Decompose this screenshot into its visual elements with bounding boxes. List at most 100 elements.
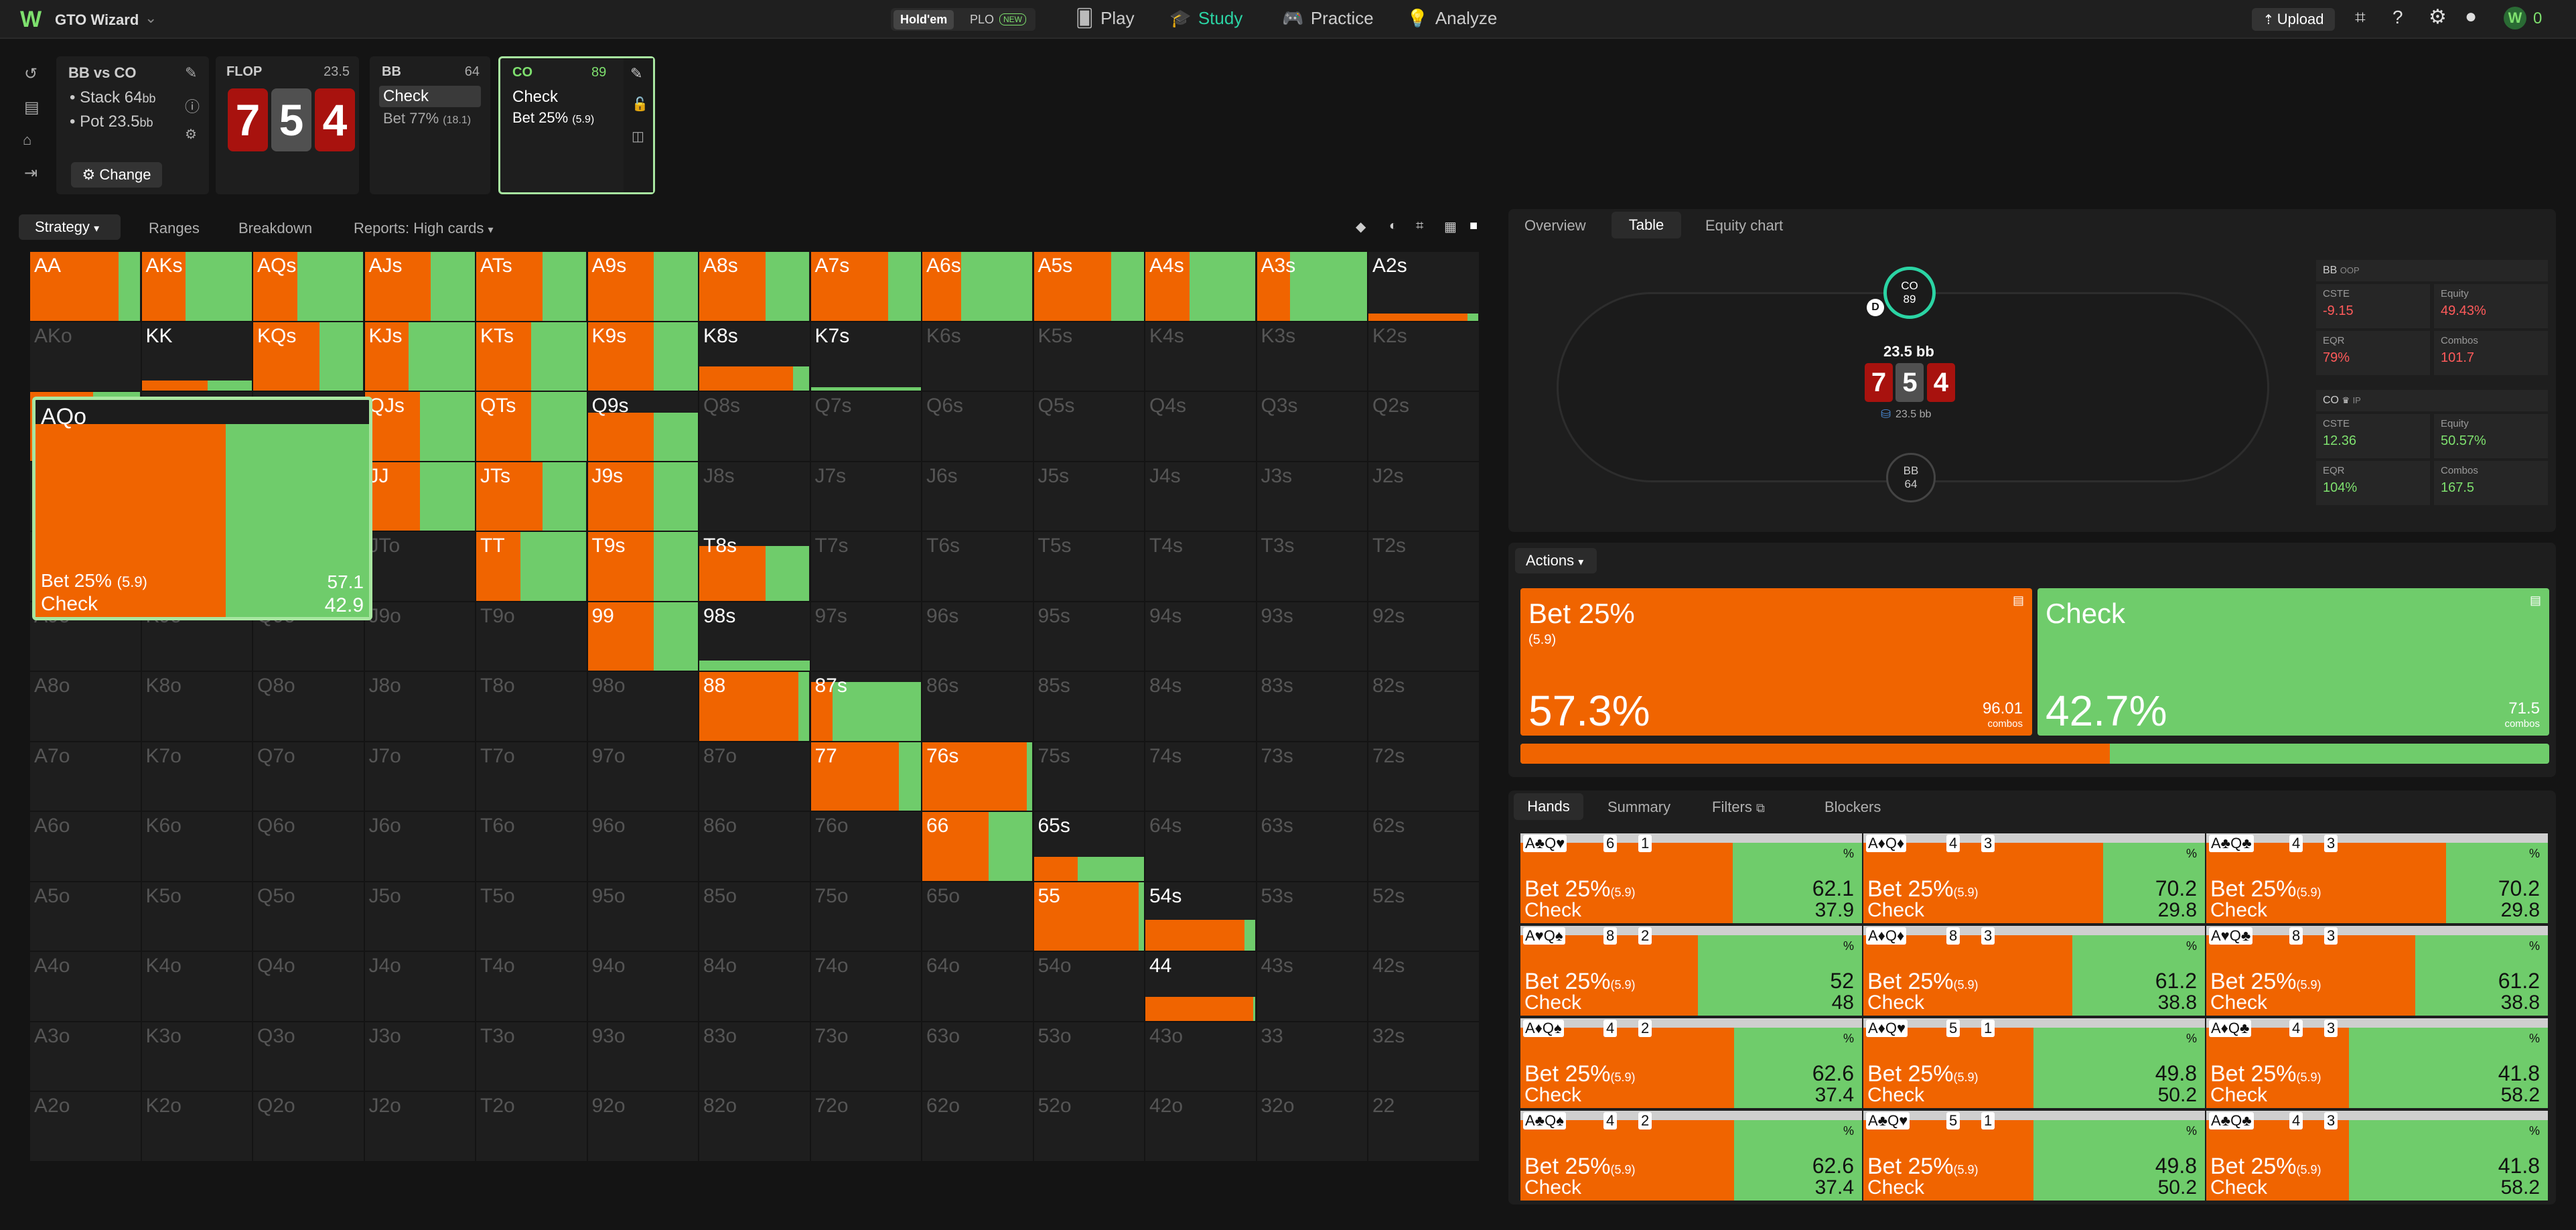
hand-cell[interactable]: J9s (587, 462, 699, 532)
hand-cell[interactable]: 73o (810, 1022, 922, 1092)
tab-blockers[interactable]: Blockers (1824, 799, 1881, 815)
hand-cell[interactable]: 63o (922, 1022, 1034, 1092)
tab-reports[interactable]: Reports: High cards ▾ (354, 220, 494, 237)
game-mode-toggle[interactable]: Hold'em PLO NEW (891, 8, 1035, 31)
hand-combo-cell[interactable]: A♥Q♣ 8 3% Bet 25%(5.9) Check 61.2 38.8 (2206, 926, 2548, 1016)
hand-cell[interactable]: 88 (699, 672, 811, 742)
hand-cell[interactable]: J8o (364, 672, 476, 742)
hand-cell[interactable]: QTs (476, 392, 588, 462)
hand-combo-cell[interactable]: A♦Q♥ 5 1% Bet 25%(5.9) Check 49.8 50.2 (1863, 1018, 2205, 1108)
hand-combo-cell[interactable]: A♦Q♠ 4 2% Bet 25%(5.9) Check 62.6 37.4 (1520, 1018, 1862, 1108)
hand-cell[interactable]: K8o (141, 672, 253, 742)
hand-cell[interactable]: 76s (922, 742, 1034, 812)
align-icon[interactable]: ⇥ (24, 164, 38, 182)
hand-cell[interactable]: A3o (30, 1022, 142, 1092)
hand-cell[interactable]: 97o (587, 742, 699, 812)
hand-cell[interactable]: J3s (1257, 462, 1368, 532)
hand-cell[interactable]: 42s (1368, 952, 1480, 1022)
screenshot-icon[interactable]: ⌗ (2355, 7, 2366, 27)
hand-cell[interactable]: 52o (1033, 1092, 1145, 1162)
hand-cell[interactable]: T5o (476, 882, 588, 952)
split-icon[interactable]: ◫ (632, 129, 644, 144)
hand-cell[interactable]: T7o (476, 742, 588, 812)
hand-cell[interactable]: 73s (1257, 742, 1368, 812)
hand-cell[interactable]: J7s (810, 462, 922, 532)
hand-cell[interactable]: 98o (587, 672, 699, 742)
hand-cell[interactable]: 83s (1257, 672, 1368, 742)
hand-cell[interactable]: Q9s (587, 392, 699, 462)
hand-combo-cell[interactable]: A♣Q♣ 4 3% Bet 25%(5.9) Check 70.2 29.8 (2206, 833, 2548, 923)
mode-plo[interactable]: PLO (970, 13, 995, 26)
hand-cell[interactable]: K4s (1145, 322, 1257, 392)
hand-cell[interactable]: K7s (810, 322, 922, 392)
hand-cell[interactable]: Q7s (810, 392, 922, 462)
tab-table[interactable]: Table (1612, 212, 1681, 238)
hand-cell[interactable]: JTo (364, 532, 476, 602)
hand-combo-cell[interactable]: A♥Q♠ 8 2% Bet 25%(5.9) Check 52 48 (1520, 926, 1862, 1016)
co-check-option[interactable]: Check (512, 88, 559, 106)
view-square-icon[interactable]: ■ (1470, 218, 1478, 233)
hand-cell[interactable]: Q8o (253, 672, 365, 742)
hand-cell[interactable]: J5o (364, 882, 476, 952)
hand-cell[interactable]: 65s (1033, 812, 1145, 882)
hand-cell[interactable]: 72s (1368, 742, 1480, 812)
hand-cell[interactable]: T3s (1257, 532, 1368, 602)
hand-combo-cell[interactable]: A♣Q♠ 4 2% Bet 25%(5.9) Check 62.6 37.4 (1520, 1111, 1862, 1201)
hand-cell[interactable]: 87o (699, 742, 811, 812)
hand-cell[interactable]: K6o (141, 812, 253, 882)
hand-cell[interactable]: 96o (587, 812, 699, 882)
hand-cell[interactable]: ATs (476, 252, 588, 322)
tab-breakdown[interactable]: Breakdown (238, 220, 313, 236)
hand-cell[interactable]: 54s (1145, 882, 1257, 952)
hand-cell[interactable]: 95s (1033, 602, 1145, 672)
hand-cell[interactable]: 63s (1257, 812, 1368, 882)
nav-play[interactable]: 🂠 Play (1076, 8, 1135, 31)
hand-cell[interactable]: 33 (1257, 1022, 1368, 1092)
hand-cell[interactable]: A3s (1257, 252, 1368, 322)
hand-cell[interactable]: A2s (1368, 252, 1480, 322)
hand-cell[interactable]: 86s (922, 672, 1034, 742)
hand-cell[interactable]: T7s (810, 532, 922, 602)
hand-cell[interactable]: A2o (30, 1092, 142, 1162)
hand-cell[interactable]: AKo (30, 322, 142, 392)
hand-cell[interactable]: T8o (476, 672, 588, 742)
nav-analyze[interactable]: 💡 Analyze (1407, 8, 1497, 31)
undo-icon[interactable]: ↺ (24, 65, 38, 83)
hand-cell[interactable]: K5s (1033, 322, 1145, 392)
hand-cell[interactable]: 99 (587, 602, 699, 672)
hand-cell[interactable]: Q6o (253, 812, 365, 882)
hand-cell[interactable]: K4o (141, 952, 253, 1022)
hand-cell[interactable]: Q2o (253, 1092, 365, 1162)
hand-cell[interactable]: A6s (922, 252, 1034, 322)
hand-cell[interactable]: 74o (810, 952, 922, 1022)
co-bet-option[interactable]: Bet 25% (5.9) (512, 109, 594, 127)
hand-cell[interactable]: T3o (476, 1022, 588, 1092)
help-icon[interactable]: ? (2392, 7, 2403, 27)
hand-cell[interactable]: J9o (364, 602, 476, 672)
user-icon[interactable]: ● (2465, 5, 2478, 27)
hand-cell[interactable]: 96s (922, 602, 1034, 672)
hand-cell[interactable]: K2s (1368, 322, 1480, 392)
hand-cell[interactable]: K2o (141, 1092, 253, 1162)
hand-cell[interactable]: 92s (1368, 602, 1480, 672)
hand-cell[interactable]: AKs (141, 252, 253, 322)
hand-combo-cell[interactable]: A♣Q♣ 4 3% Bet 25%(5.9) Check 41.8 58.2 (2206, 1111, 2548, 1201)
hand-cell[interactable]: 84o (699, 952, 811, 1022)
bb-bet-option[interactable]: Bet 77% (18.1) (383, 110, 471, 127)
hand-combo-cell[interactable]: A♦Q♦ 4 3% Bet 25%(5.9) Check 70.2 29.8 (1863, 833, 2205, 923)
list-icon[interactable]: ▤ (2012, 594, 2024, 607)
bb-action-box[interactable]: BB 64 Check Bet 77% (18.1) (370, 56, 490, 194)
hand-cell[interactable]: 86o (699, 812, 811, 882)
hand-cell[interactable]: Q4o (253, 952, 365, 1022)
nav-study[interactable]: 🎓 Study (1169, 8, 1242, 31)
hand-cell[interactable]: K8s (699, 322, 811, 392)
hand-cell[interactable]: 22 (1368, 1092, 1480, 1162)
mode-holdem[interactable]: Hold'em (893, 10, 954, 29)
hand-cell[interactable]: J8s (699, 462, 811, 532)
upload-button[interactable]: ⇡ Upload (2252, 8, 2335, 31)
save-icon[interactable]: ▤ (24, 98, 40, 117)
app-logo[interactable]: W (20, 7, 42, 32)
hand-cell[interactable]: Q5o (253, 882, 365, 952)
hand-cell[interactable]: 98s (699, 602, 811, 672)
